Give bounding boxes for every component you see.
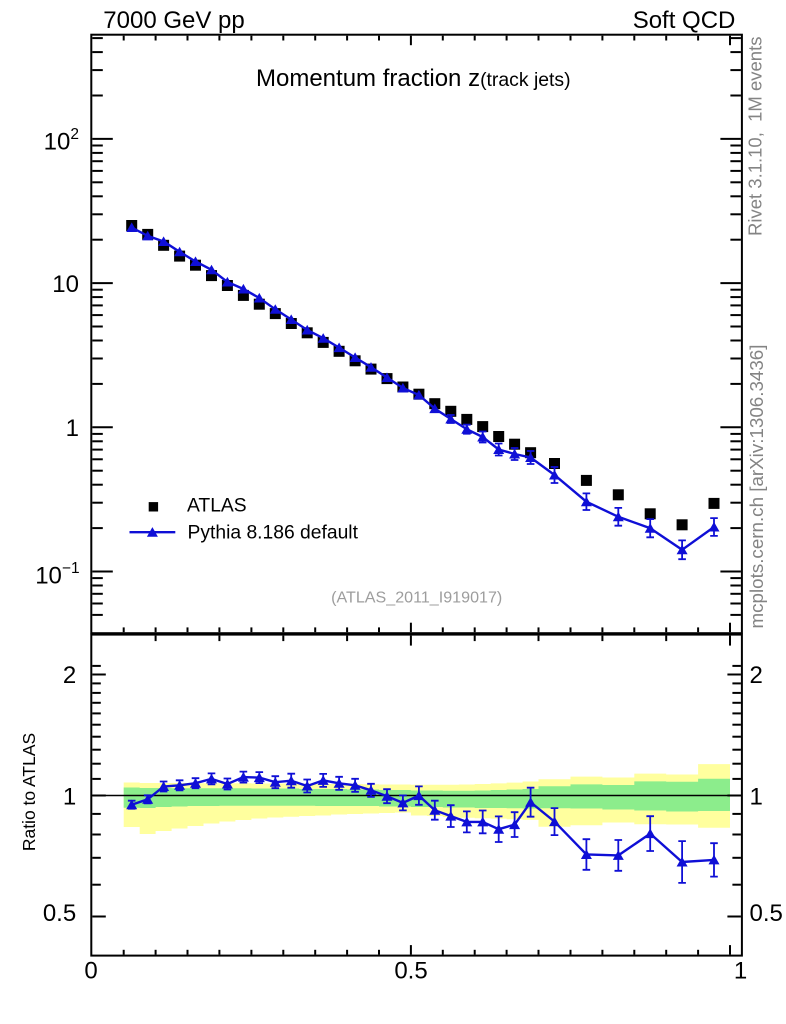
svg-text:1: 1 [66,415,79,442]
svg-text:0.5: 0.5 [750,900,783,927]
svg-text:Ratio to ATLAS: Ratio to ATLAS [19,733,39,851]
svg-text:0.5: 0.5 [394,957,427,984]
svg-text:7000 GeV pp: 7000 GeV pp [103,7,244,34]
svg-text:Pythia 8.186 default: Pythia 8.186 default [188,522,359,543]
svg-text:2: 2 [750,662,763,689]
svg-text:1: 1 [750,783,763,810]
svg-text:Rivet 3.1.10, 1M events: Rivet 3.1.10, 1M events [745,37,766,237]
svg-text:(ATLAS_2011_I919017): (ATLAS_2011_I919017) [331,589,502,607]
svg-text:0: 0 [84,957,97,984]
svg-text:2: 2 [63,662,76,689]
svg-text:ATLAS: ATLAS [187,495,247,516]
svg-text:Momentum fraction z(track jets: Momentum fraction z(track jets) [256,65,571,92]
svg-text:10: 10 [52,271,79,298]
svg-text:1: 1 [734,957,747,984]
svg-text:0.5: 0.5 [43,900,76,927]
svg-text:Soft QCD: Soft QCD [633,7,736,34]
svg-text:1: 1 [63,783,76,810]
svg-text:mcplots.cern.ch [arXiv:1306.34: mcplots.cern.ch [arXiv:1306.3436] [746,345,767,629]
